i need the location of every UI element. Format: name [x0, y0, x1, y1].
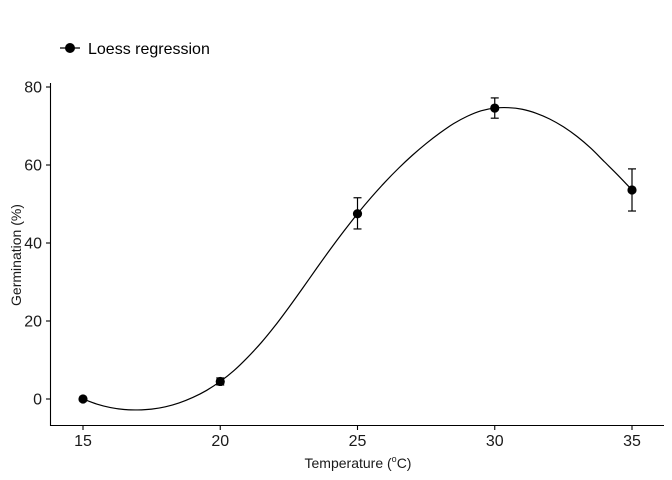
x-axis-title-main: Temperature (: [305, 455, 392, 471]
axes: [49, 83, 664, 427]
x-tick-label: 15: [74, 433, 92, 450]
data-point: [627, 185, 637, 195]
data-point: [78, 394, 88, 404]
legend-key-point: [65, 43, 75, 53]
legend-label: Loess regression: [88, 41, 210, 58]
y-tick-label: 0: [33, 392, 42, 409]
y-tick-label: 40: [24, 236, 42, 253]
x-axis-title-degree: o: [392, 454, 397, 464]
x-tick-label: 20: [211, 433, 229, 450]
error-bars: [216, 97, 636, 386]
data-points: [78, 103, 637, 404]
y-tick-label: 60: [24, 158, 42, 175]
x-ticks: 15 20 25 30 35: [74, 425, 641, 450]
loess-curve: [82, 106, 633, 411]
data-point: [215, 376, 225, 387]
y-ticks: 0 20 40 60 80: [24, 80, 51, 409]
x-axis-title: Temperature (oC): [305, 454, 412, 471]
plot-area: [78, 97, 637, 411]
x-tick-label: 30: [486, 433, 504, 450]
y-tick-label: 20: [24, 314, 42, 331]
x-tick-label: 35: [623, 433, 641, 450]
y-axis-title: Germination (%): [8, 204, 24, 306]
x-axis-title-end: C): [397, 455, 412, 471]
y-tick-label: 80: [24, 80, 42, 97]
data-point: [352, 209, 363, 219]
legend: Loess regression: [60, 41, 210, 58]
data-point: [490, 103, 500, 113]
x-tick-label: 25: [349, 433, 367, 450]
